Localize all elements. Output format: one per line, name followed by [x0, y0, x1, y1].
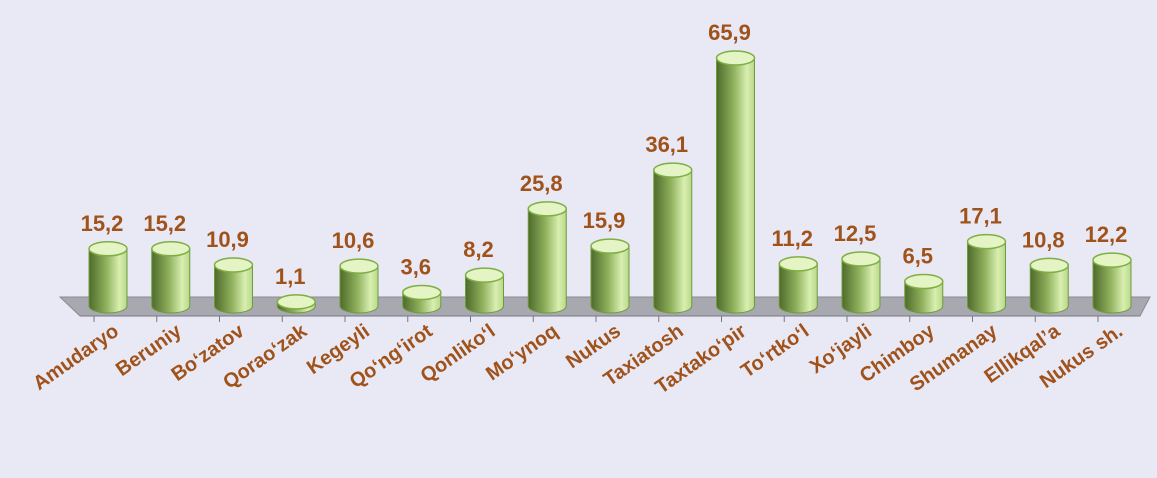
bar-body	[967, 241, 1006, 314]
value-label: 1,1	[275, 264, 306, 289]
bar-top	[904, 273, 944, 290]
x-tick-label: Mo‘ynoq	[482, 320, 562, 385]
value-label: 10,6	[332, 228, 375, 253]
value-label: 12,5	[834, 221, 877, 246]
value-label: 10,8	[1022, 227, 1065, 252]
x-tick-label: Amudaryo	[29, 320, 123, 395]
bar-top	[1029, 257, 1069, 274]
value-label: 65,9	[708, 20, 751, 45]
value-label: 11,2	[771, 226, 813, 251]
bar-body	[527, 208, 567, 314]
bar-body	[590, 245, 630, 314]
bar-top	[151, 241, 191, 257]
value-label: 6,5	[902, 244, 933, 269]
bar-top	[88, 241, 128, 257]
bar	[841, 251, 881, 314]
bar	[653, 162, 693, 314]
bar-body	[1092, 259, 1132, 314]
bar	[88, 241, 128, 314]
bar-body	[841, 258, 881, 314]
bar-top	[841, 251, 881, 267]
bar-top	[966, 233, 1007, 250]
value-label: 15,9	[583, 208, 626, 233]
bar	[464, 267, 505, 314]
bar-top	[402, 284, 442, 301]
bar	[527, 201, 567, 314]
bar-body	[88, 248, 128, 314]
bar-top	[527, 201, 567, 217]
value-label: 15,2	[81, 211, 124, 236]
bar	[151, 241, 191, 314]
bar-body	[904, 281, 944, 314]
bar-body	[214, 264, 253, 314]
bar	[715, 50, 756, 314]
bar	[339, 258, 379, 314]
bar-top	[339, 258, 379, 274]
value-label: 17,1	[959, 204, 1002, 229]
bar	[1029, 257, 1069, 314]
bar-top	[464, 267, 505, 283]
bar	[590, 238, 630, 314]
bar	[276, 294, 316, 314]
value-label: 10,9	[206, 227, 249, 252]
bar-top	[778, 256, 818, 272]
value-label: 25,8	[520, 171, 563, 196]
bar-body	[151, 248, 191, 314]
bar-body	[653, 169, 693, 314]
bar-top	[715, 50, 756, 66]
value-label: 15,2	[143, 211, 186, 236]
bar	[778, 256, 818, 314]
bar-body	[716, 57, 755, 314]
bar-top	[213, 257, 254, 273]
x-tick-label: To‘rtko‘l	[737, 320, 813, 382]
value-label: 12,2	[1085, 222, 1128, 247]
value-label: 3,6	[400, 254, 431, 279]
bar	[1092, 252, 1132, 314]
bar	[966, 233, 1007, 314]
value-label: 36,1	[645, 132, 688, 157]
bar-top	[590, 238, 630, 254]
bar-body	[1029, 264, 1069, 314]
bar-top	[1092, 252, 1132, 268]
bar-top	[653, 162, 693, 178]
bar-body	[778, 263, 818, 314]
bar-top	[276, 294, 316, 310]
bar	[213, 257, 254, 314]
bar	[402, 284, 442, 314]
bar-body	[465, 274, 504, 314]
value-label: 8,2	[463, 237, 494, 262]
bar-body	[339, 265, 379, 314]
bar	[904, 273, 944, 314]
